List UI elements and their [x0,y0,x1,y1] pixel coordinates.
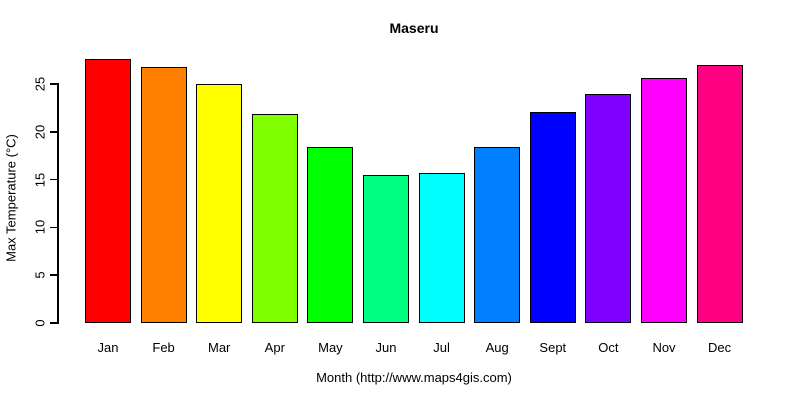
y-tick-label-0: 0 [32,319,48,327]
chart-title: Maseru [389,20,439,36]
bar-jan [85,59,131,323]
bar-apr [251,113,298,323]
bar-feb [140,66,187,323]
bar-may [307,147,354,323]
y-axis-line [57,83,59,324]
month-label-mar: Mar [207,340,231,355]
y-tick-0 [50,322,58,324]
month-label-jul: Jul [433,340,450,355]
bar-aug [474,147,521,323]
month-label-jan: Jan [97,340,119,355]
y-tick-label-10: 10 [32,220,48,235]
bar-sept [529,111,576,323]
month-label-sept: Sept [539,340,567,355]
y-axis-title: Max Temperature (°C) [3,134,19,262]
month-label-dec: Dec [708,340,732,355]
bar-nov [641,78,687,323]
y-tick-label-15: 15 [32,172,48,187]
y-tick-label-25: 25 [32,76,48,92]
y-tick-label-20: 20 [32,124,48,140]
month-label-apr: Apr [264,340,285,355]
y-tick-15 [50,178,58,181]
bar-oct [585,93,632,323]
y-tick-label-5: 5 [32,271,48,279]
month-label-oct: Oct [598,340,619,355]
bar-mar [196,84,243,323]
x-axis-title: Month (http://www.maps4gis.com) [316,370,512,385]
y-tick-5 [50,274,58,276]
month-label-may: May [318,340,343,355]
month-label-feb: Feb [152,340,175,355]
month-label-nov: Nov [652,340,676,355]
bar-dec [696,64,743,323]
y-tick-20 [50,131,58,133]
bar-jun [363,174,409,323]
bar-jul [418,172,465,323]
month-label-jun: Jun [375,340,397,355]
y-tick-10 [50,226,58,229]
y-tick-25 [50,83,58,85]
month-label-aug: Aug [485,340,509,355]
